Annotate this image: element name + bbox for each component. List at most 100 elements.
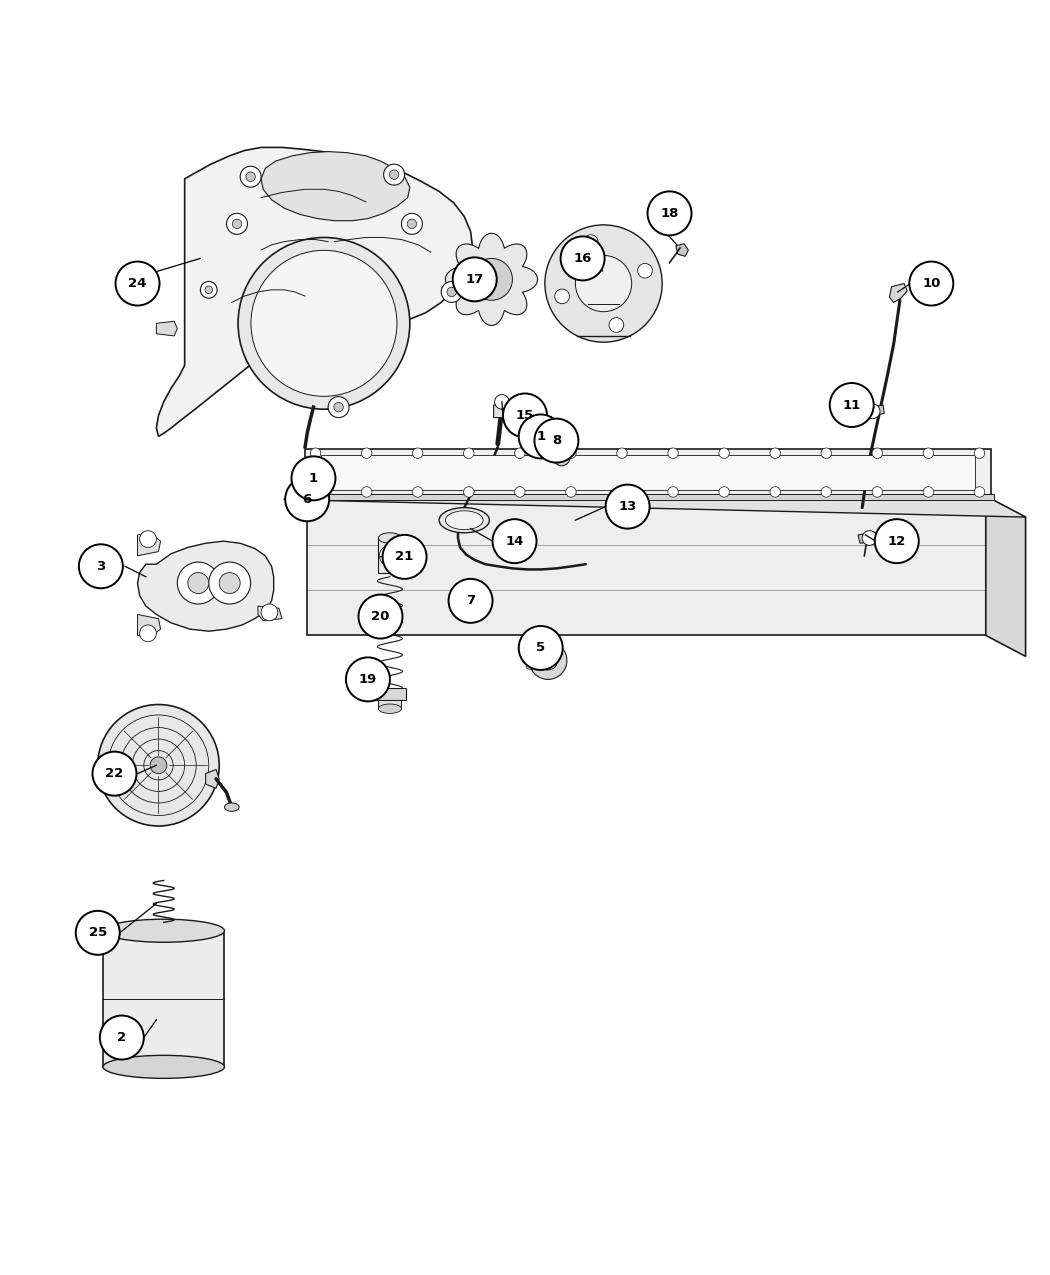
Polygon shape	[858, 532, 881, 543]
Polygon shape	[302, 493, 994, 500]
Circle shape	[553, 449, 570, 465]
Circle shape	[865, 404, 880, 418]
Circle shape	[668, 448, 678, 459]
Circle shape	[495, 394, 509, 409]
Circle shape	[441, 282, 462, 302]
Circle shape	[311, 487, 321, 497]
Circle shape	[770, 448, 780, 459]
Text: 16: 16	[573, 252, 592, 265]
Circle shape	[116, 261, 160, 306]
Circle shape	[201, 282, 217, 298]
Circle shape	[503, 394, 547, 437]
Circle shape	[361, 448, 372, 459]
Circle shape	[219, 572, 240, 594]
Circle shape	[575, 255, 632, 311]
Text: 22: 22	[105, 768, 124, 780]
Text: 24: 24	[128, 277, 147, 289]
Circle shape	[875, 519, 919, 564]
Text: 6: 6	[302, 492, 312, 506]
Circle shape	[974, 448, 985, 459]
Polygon shape	[374, 687, 405, 700]
Circle shape	[873, 487, 883, 497]
Circle shape	[545, 224, 663, 342]
Circle shape	[261, 604, 278, 621]
Circle shape	[616, 448, 627, 459]
Text: 1: 1	[309, 472, 318, 484]
Text: 5: 5	[537, 641, 545, 654]
Circle shape	[140, 530, 156, 547]
Polygon shape	[466, 598, 479, 617]
Circle shape	[514, 448, 525, 459]
Circle shape	[177, 562, 219, 604]
Circle shape	[821, 487, 832, 497]
Polygon shape	[494, 405, 512, 418]
Text: 10: 10	[922, 277, 941, 289]
Circle shape	[205, 286, 212, 293]
Circle shape	[492, 519, 537, 564]
Circle shape	[383, 164, 404, 185]
Text: 20: 20	[372, 609, 390, 623]
Circle shape	[470, 259, 512, 301]
Circle shape	[463, 487, 474, 497]
Circle shape	[98, 705, 219, 826]
Circle shape	[519, 626, 563, 669]
Circle shape	[401, 213, 422, 235]
Polygon shape	[156, 321, 177, 335]
Circle shape	[566, 448, 576, 459]
Text: 25: 25	[88, 927, 107, 940]
Polygon shape	[306, 449, 991, 496]
Circle shape	[534, 418, 579, 463]
Text: 1: 1	[537, 430, 545, 442]
Circle shape	[382, 536, 426, 579]
Circle shape	[345, 658, 390, 701]
Circle shape	[923, 487, 933, 497]
Circle shape	[413, 487, 423, 497]
Polygon shape	[138, 533, 161, 556]
Circle shape	[188, 572, 209, 594]
Circle shape	[447, 287, 457, 297]
Polygon shape	[258, 606, 282, 621]
Circle shape	[719, 448, 730, 459]
Circle shape	[76, 910, 120, 955]
Ellipse shape	[103, 1056, 225, 1079]
Polygon shape	[321, 455, 975, 490]
Polygon shape	[889, 283, 907, 302]
Circle shape	[463, 448, 474, 459]
Polygon shape	[986, 496, 1026, 657]
Polygon shape	[308, 496, 1026, 518]
Circle shape	[606, 484, 650, 529]
Circle shape	[830, 382, 874, 427]
Polygon shape	[527, 658, 536, 667]
Polygon shape	[523, 648, 540, 658]
Circle shape	[232, 219, 242, 228]
Polygon shape	[103, 931, 225, 1067]
Circle shape	[554, 289, 569, 303]
Ellipse shape	[378, 704, 401, 714]
Polygon shape	[676, 244, 689, 256]
Text: 13: 13	[618, 500, 636, 513]
Polygon shape	[138, 541, 274, 631]
Ellipse shape	[225, 803, 239, 811]
Circle shape	[407, 219, 417, 228]
Circle shape	[529, 641, 567, 680]
Polygon shape	[206, 769, 219, 788]
Circle shape	[292, 456, 335, 500]
Ellipse shape	[378, 533, 401, 543]
Polygon shape	[261, 152, 410, 221]
Polygon shape	[860, 405, 884, 418]
Text: 17: 17	[465, 273, 484, 286]
Text: 7: 7	[466, 594, 475, 607]
Text: 14: 14	[505, 534, 524, 548]
Ellipse shape	[103, 919, 225, 942]
Circle shape	[240, 166, 261, 187]
Circle shape	[539, 652, 558, 669]
Polygon shape	[445, 233, 538, 325]
Polygon shape	[378, 538, 401, 572]
Circle shape	[873, 448, 883, 459]
Circle shape	[637, 264, 652, 278]
Circle shape	[100, 1016, 144, 1060]
Circle shape	[519, 414, 563, 459]
Circle shape	[286, 477, 329, 521]
Circle shape	[668, 487, 678, 497]
Circle shape	[358, 594, 402, 639]
